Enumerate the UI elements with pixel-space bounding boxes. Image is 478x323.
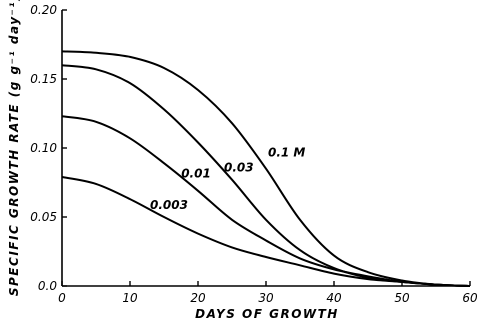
curve-label-4: 0.003: [150, 198, 188, 212]
y-tick-label: 0.0: [38, 279, 57, 293]
series-line-4: [61, 176, 471, 287]
curve-labels: 0.1 M 0.03 0.01 0.003: [150, 146, 305, 212]
series-lines: [61, 50, 471, 287]
x-axis-title: DAYS OF GROWTH: [195, 307, 339, 321]
y-axis-title: SPECIFIC GROWTH RATE (g g⁻¹ day⁻¹): [7, 0, 21, 296]
x-tick-label: 60: [462, 291, 478, 305]
x-axis-ticks: 0 10 20 30 40 50 60: [58, 281, 478, 305]
x-tick-label: 0: [58, 291, 66, 305]
curve-label-1: 0.1 M: [268, 146, 305, 160]
x-tick-label: 50: [394, 291, 410, 305]
x-tick-label: 10: [122, 291, 138, 305]
x-tick-label: 20: [190, 291, 206, 305]
x-tick-label: 40: [326, 291, 342, 305]
series-line-1: [61, 50, 471, 287]
axes: [61, 10, 470, 287]
x-tick-label: 30: [258, 291, 274, 305]
y-tick-label: 0.10: [30, 141, 57, 155]
y-tick-label: 0.15: [30, 72, 57, 86]
y-tick-label: 0.20: [30, 3, 57, 17]
curve-label-3: 0.01: [181, 166, 211, 180]
curve-label-2: 0.03: [224, 161, 254, 175]
series-line-3: [61, 115, 471, 287]
series-line-2: [61, 64, 471, 287]
y-axis-ticks: 0.0 0.05 0.10 0.15 0.20: [30, 3, 67, 293]
y-tick-label: 0.05: [30, 210, 57, 224]
